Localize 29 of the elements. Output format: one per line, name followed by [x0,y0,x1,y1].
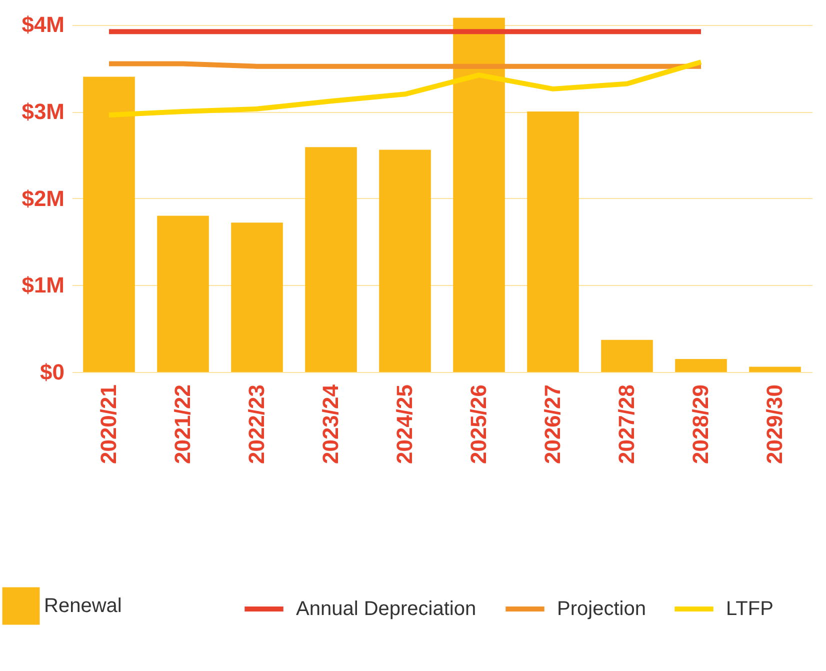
x-tick-label: 2028/29 [688,384,713,464]
bar [749,366,801,372]
y-tick-label: $4M [22,12,64,38]
bar [601,340,653,372]
y-tick-label: $1M [22,272,64,298]
x-tick-label: 2029/30 [762,384,787,464]
bar [83,76,135,372]
y-tick-label: $0 [40,360,64,384]
legend-label: Projection [557,598,646,620]
bar [231,222,283,372]
bar [379,150,431,372]
legend-label: Renewal [44,595,122,617]
legend-label: LTFP [726,598,774,620]
x-tick-label: 2025/26 [466,384,491,464]
bar [527,112,579,372]
x-tick-label: 2023/24 [318,384,343,464]
x-tick-label: 2024/25 [392,384,417,464]
y-tick-label: $2M [22,186,64,211]
y-tick-label: $3M [22,99,64,124]
bar [157,216,209,372]
x-tick-label: 2026/27 [540,384,565,464]
x-tick-label: 2022/23 [244,384,269,464]
legend-label: Annual Depreciation [296,598,476,620]
bar [453,18,505,372]
x-tick-label: 2020/21 [96,384,121,464]
bar [305,147,357,372]
x-tick-label: 2021/22 [170,384,195,464]
x-tick-label: 2027/28 [614,384,639,464]
bar [675,358,727,372]
